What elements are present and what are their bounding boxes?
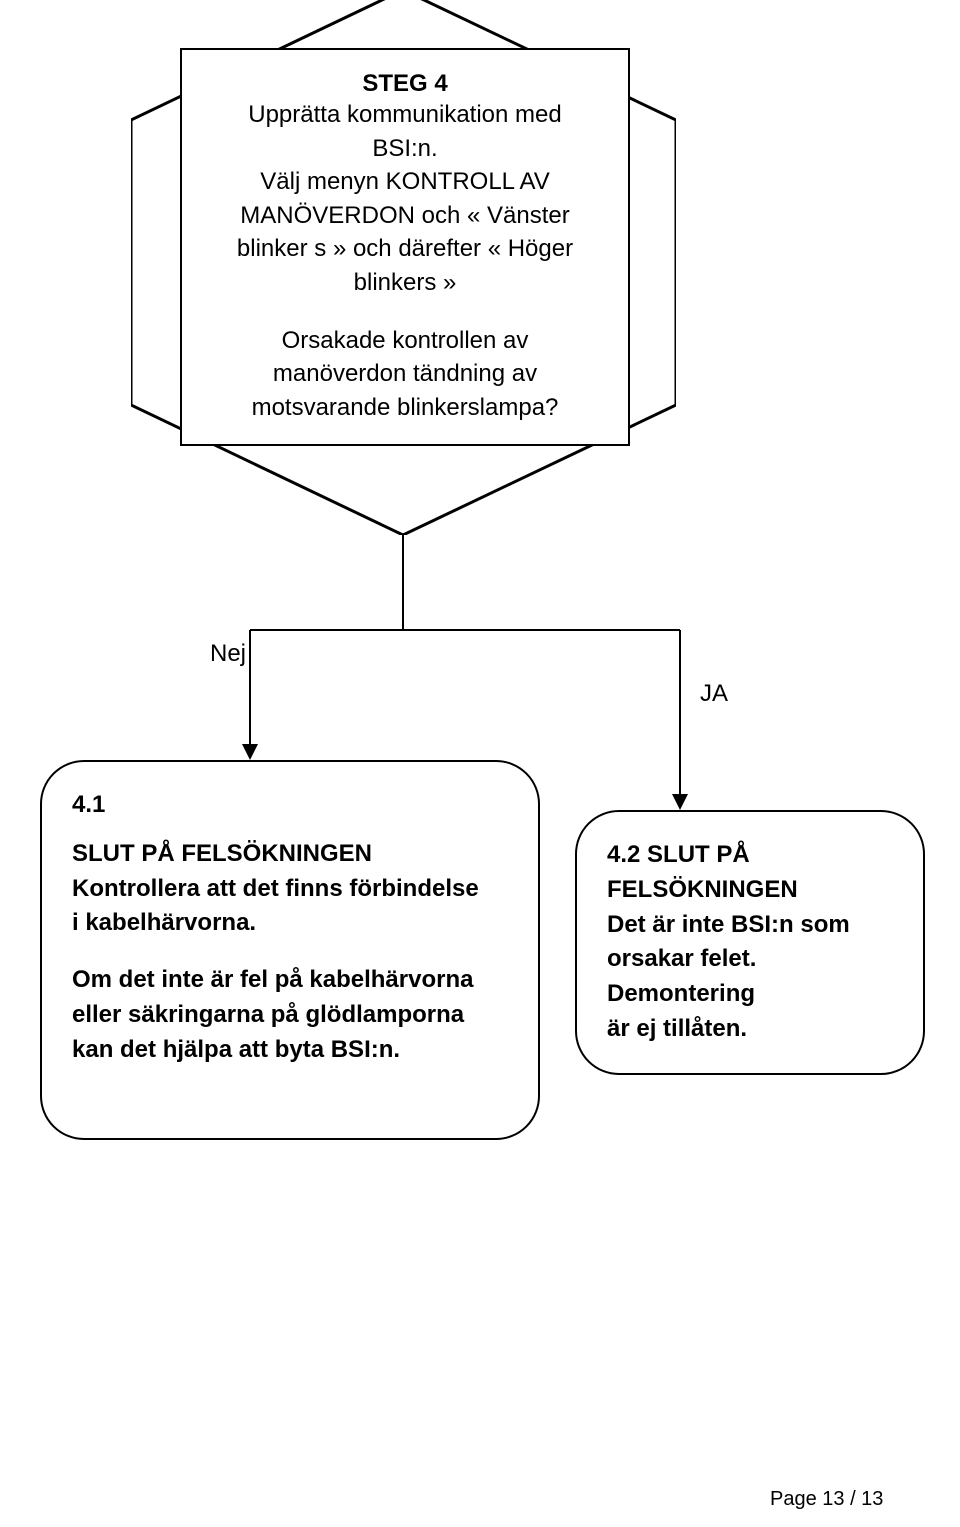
branch-label-no: Nej	[210, 640, 246, 668]
result-body-line: orsakar felet. Demontering	[607, 942, 893, 1012]
result-heading: SLUT PÅ FELSÖKNINGEN	[72, 840, 372, 867]
result-body-line: Om det inte är fel på kabelhärvorna	[72, 963, 508, 998]
branch-label-yes: JA	[700, 680, 728, 708]
result-body-line: Det är inte BSI:n som	[607, 908, 893, 943]
result-body-line: Kontrollera att det finns förbindelse	[72, 872, 508, 907]
page-footer: Page 13 / 13	[770, 1488, 883, 1511]
result-box-4-1: 4.1 SLUT PÅ FELSÖKNINGEN Kontrollera att…	[40, 760, 540, 1140]
result-body-line: är ej tillåten.	[607, 1012, 893, 1047]
result-body-line: i kabelhärvorna.	[72, 906, 508, 941]
result-heading-line: 4.2 SLUT PÅ	[607, 841, 750, 868]
result-body-line: kan det hjälpa att byta BSI:n.	[72, 1033, 508, 1068]
result-heading-line: FELSÖKNINGEN	[607, 876, 798, 903]
result-body-line: eller säkringarna på glödlamporna	[72, 998, 508, 1033]
result-box-4-2: 4.2 SLUT PÅ FELSÖKNINGEN Det är inte BSI…	[575, 810, 925, 1075]
section-number: 4.1	[72, 788, 508, 823]
